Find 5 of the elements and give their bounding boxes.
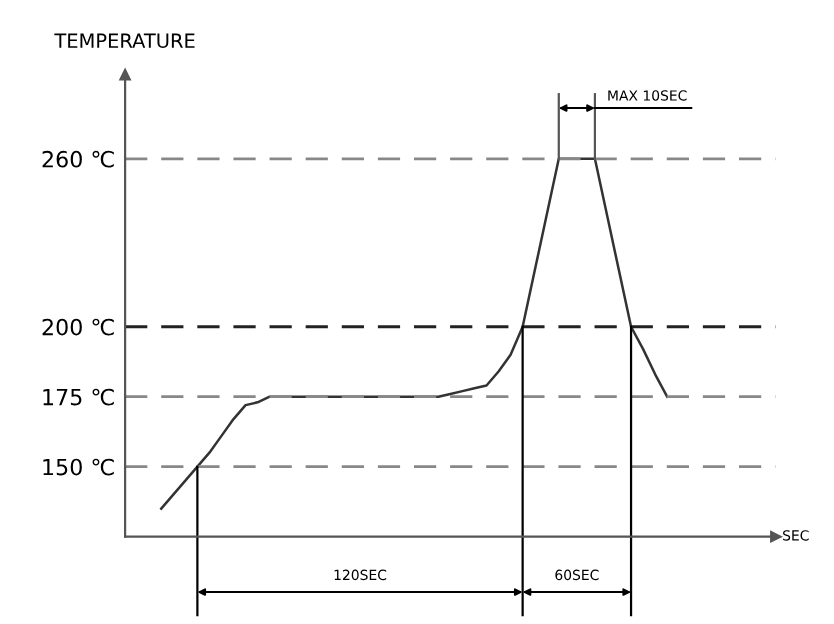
y-tick-label: 260 ℃	[42, 150, 114, 168]
y-tick-label: 150 ℃	[43, 458, 114, 476]
y-tick-label: 200 ℃	[42, 318, 114, 336]
y-tick-label: 175 ℃	[43, 388, 114, 406]
y-axis-title: TEMPERATURE	[54, 33, 195, 49]
